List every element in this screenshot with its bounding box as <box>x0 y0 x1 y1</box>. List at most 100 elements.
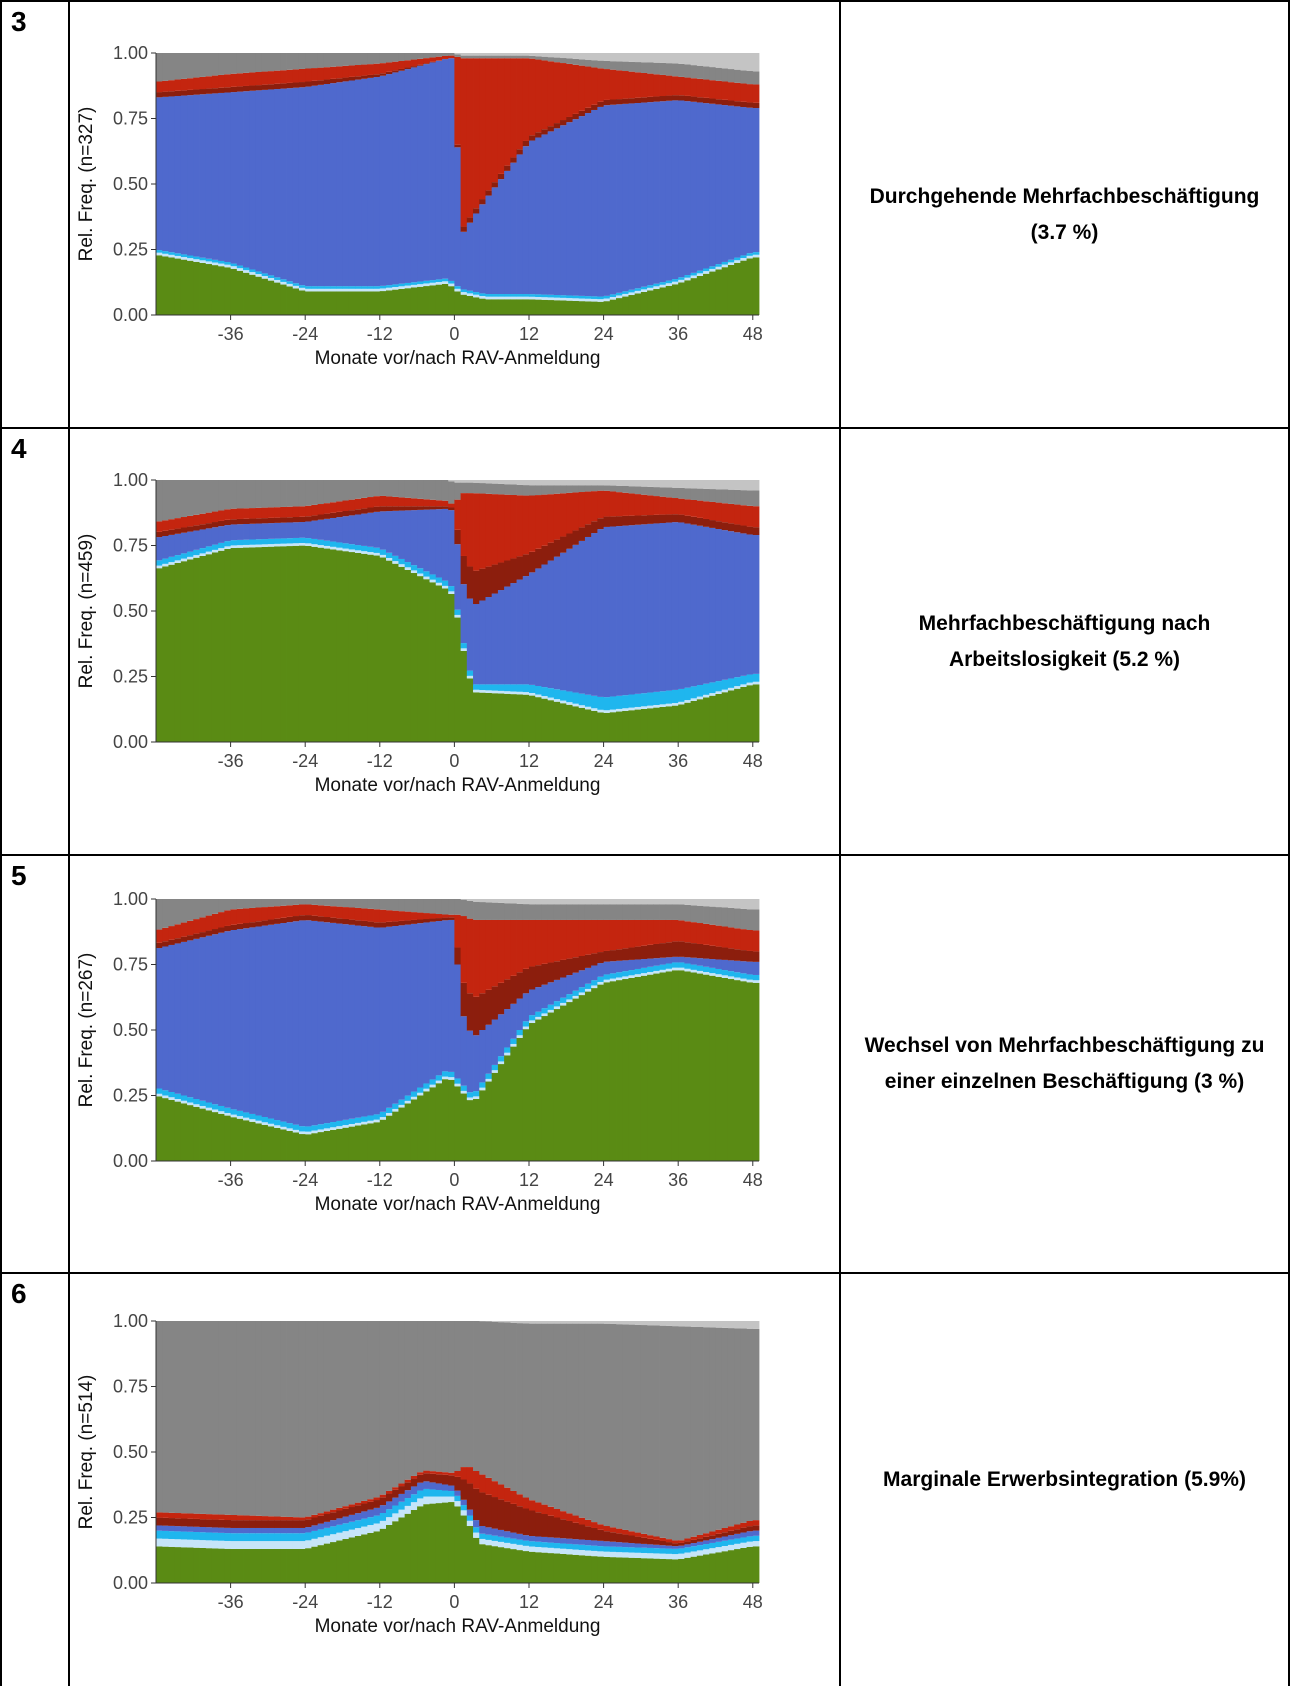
area-segment-blue <box>193 530 200 550</box>
area-segment-red <box>211 913 219 930</box>
area-segment-blue <box>671 522 679 690</box>
area-segment-light-gray <box>553 1321 561 1324</box>
area-segment-gray <box>622 904 629 920</box>
area-segment-light-blue <box>423 1088 430 1092</box>
area-segment-light-blue <box>211 1540 219 1549</box>
area-segment-dark-red <box>342 511 350 517</box>
area-segment-green <box>342 1539 350 1583</box>
area-segment-gray <box>622 61 629 72</box>
area-segment-red <box>267 71 275 85</box>
area-segment-red <box>734 82 741 102</box>
area-segment-green <box>156 255 163 315</box>
area-segment-red <box>354 907 362 921</box>
area-segment-light-blue <box>292 543 300 546</box>
area-segment-red <box>653 1536 660 1540</box>
area-segment-light-gray <box>703 1321 710 1328</box>
area-segment-light-blue <box>584 1550 592 1556</box>
area-segment-light-gray <box>528 899 536 905</box>
area-segment-gray <box>603 485 611 491</box>
area-segment-gray <box>516 1323 524 1495</box>
area-segment-green <box>466 296 474 315</box>
area-segment-cyan <box>348 544 356 550</box>
area-segment-blue <box>647 102 654 286</box>
area-segment-gray <box>634 904 642 920</box>
area-segment-green <box>323 1543 331 1583</box>
x-axis-title: Monate vor/nach RAV-Anmeldung <box>315 775 601 796</box>
area-segment-dark-red <box>566 533 573 549</box>
area-segment-red <box>404 1479 412 1483</box>
area-segment-cyan <box>199 548 207 554</box>
area-segment-dark-red <box>721 99 729 106</box>
area-segment-green <box>435 1083 443 1161</box>
area-segment-dark-red <box>261 920 269 926</box>
area-segment-cyan <box>665 1548 673 1554</box>
area-segment-cyan <box>684 963 692 969</box>
area-segment-light-gray <box>721 53 729 69</box>
area-segment-gray <box>541 485 549 495</box>
area-segment-dark-red <box>423 506 430 510</box>
area-segment-light-blue <box>305 1131 312 1135</box>
area-segment-red <box>547 494 555 543</box>
area-segment-red <box>740 929 747 951</box>
area-segment-gray <box>236 899 244 909</box>
area-segment-dark-red <box>572 1522 580 1540</box>
area-segment-cyan <box>298 1533 306 1542</box>
area-segment-green <box>727 979 735 1161</box>
area-segment-green <box>584 1555 592 1583</box>
area-segment-light-blue <box>336 288 343 292</box>
area-segment-green <box>429 1087 437 1161</box>
area-segment-green <box>491 693 499 742</box>
area-segment-dark-red <box>274 918 281 924</box>
area-segment-light-blue <box>156 565 163 569</box>
area-segment-blue <box>218 92 225 261</box>
area-segment-red <box>622 1529 629 1535</box>
area-segment-light-gray <box>479 899 486 903</box>
area-segment-cyan <box>448 1071 455 1078</box>
area-segment-cyan <box>460 1085 468 1091</box>
area-segment-light-gray <box>634 899 642 905</box>
area-segment-blue <box>236 524 244 540</box>
area-segment-green <box>317 547 325 742</box>
area-segment-light-blue <box>187 1102 194 1106</box>
area-segment-blue <box>392 72 399 285</box>
area-segment-light-gray <box>653 899 660 905</box>
area-segment-green <box>504 1548 511 1583</box>
area-segment-gray <box>547 485 555 495</box>
area-segment-blue <box>218 1527 225 1533</box>
area-segment-light-blue <box>528 692 536 696</box>
area-segment-red <box>616 1528 623 1534</box>
area-segment-light-gray <box>466 53 474 56</box>
area-segment-green <box>671 284 679 315</box>
area-segment-gray <box>553 904 561 920</box>
area-segment-cyan <box>311 538 319 545</box>
area-segment-cyan <box>180 553 188 559</box>
area-segment-dark-red <box>504 165 511 171</box>
area-segment-light-blue <box>417 1498 424 1507</box>
area-segment-light-blue <box>497 1061 505 1065</box>
area-segment-gray <box>404 1321 412 1480</box>
area-segment-gray <box>292 480 300 507</box>
area-segment-light-blue <box>367 552 374 555</box>
area-segment-green <box>678 1558 685 1583</box>
area-segment-green <box>740 981 747 1161</box>
area-segment-dark-red <box>547 962 555 983</box>
area-segment-cyan <box>218 1532 225 1541</box>
area-segment-gray <box>180 480 188 518</box>
area-segment-light-blue <box>224 264 231 268</box>
area-segment-light-gray <box>703 53 710 67</box>
area-segment-blue <box>566 122 573 296</box>
area-segment-cyan <box>547 294 555 298</box>
area-segment-cyan <box>634 288 642 291</box>
area-segment-light-gray <box>578 480 586 486</box>
area-segment-light-blue <box>572 1549 580 1555</box>
y-tick-label: 0.50 <box>113 1442 148 1462</box>
area-segment-gray <box>417 480 424 499</box>
area-segment-red <box>305 505 312 517</box>
area-segment-light-gray <box>665 53 673 64</box>
area-segment-green <box>348 1537 356 1583</box>
area-segment-red <box>541 494 549 546</box>
area-segment-light-blue <box>678 967 685 971</box>
area-segment-green <box>690 1556 698 1583</box>
area-segment-light-blue <box>485 690 493 693</box>
area-segment-light-gray <box>715 1321 723 1328</box>
